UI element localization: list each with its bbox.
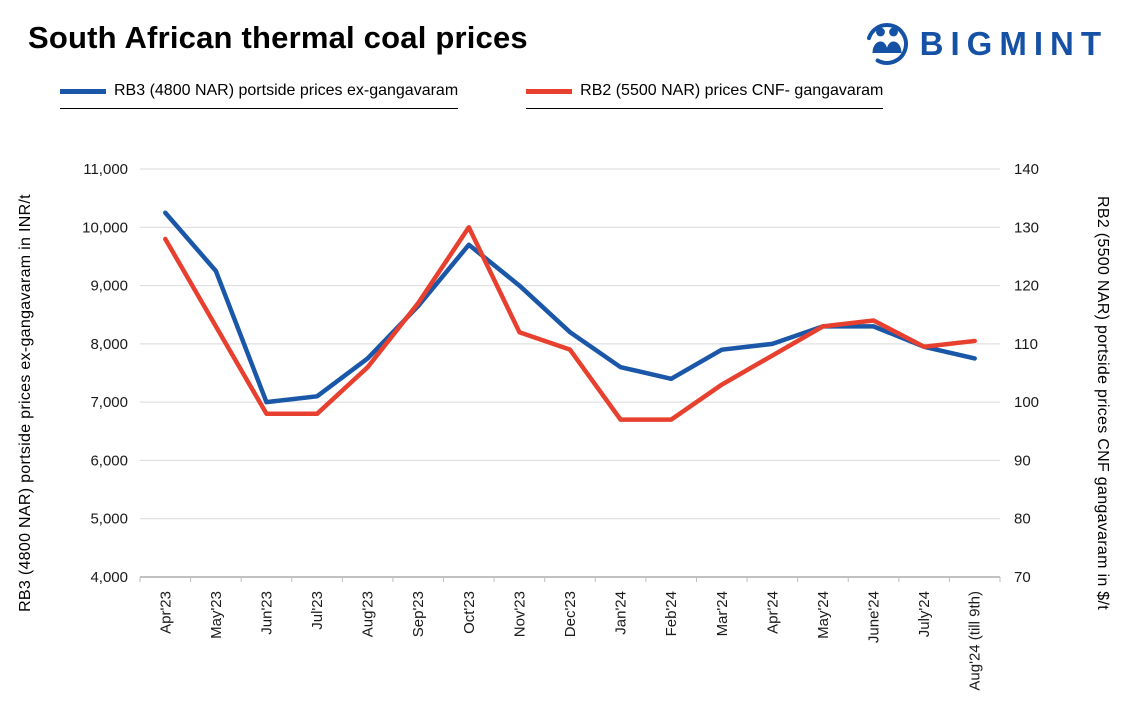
x-axis-tick-label: June'24: [866, 591, 883, 643]
x-axis-tick-label: May'24: [815, 591, 832, 639]
legend-item-rb3: RB3 (4800 NAR) portside prices ex-gangav…: [60, 82, 459, 109]
x-axis-tick-label: Jan'24: [613, 591, 630, 635]
right-axis-tick-label: 70: [1014, 569, 1031, 586]
legend-label-rb2: RB2 (5500 NAR) prices CNF- gangavaram: [580, 82, 884, 99]
left-axis-tick-label: 6,000: [90, 452, 128, 469]
right-axis-title: RB2 (5500 NAR) portside prices CNF ganga…: [1094, 196, 1111, 610]
right-axis-tick-label: 120: [1014, 278, 1039, 295]
bigmint-logo-text: BIGMINT: [919, 24, 1108, 62]
x-axis-tick-label: Apr'23: [157, 591, 174, 634]
series-line-1: [163, 225, 977, 422]
right-axis-tick-label: 130: [1014, 219, 1039, 236]
left-axis-tick-label: 5,000: [90, 511, 128, 528]
left-axis-tick-label: 4,000: [90, 569, 128, 586]
left-axis-title: RB3 (4800 NAR) portside prices ex-gangav…: [17, 194, 34, 612]
left-axis-tick-label: 10,000: [82, 219, 128, 236]
x-axis-tick-label: Nov'23: [511, 591, 528, 637]
legend-swatch-rb3: [60, 88, 106, 94]
page-title: South African thermal coal prices: [28, 20, 528, 55]
left-axis-tick-label: 7,000: [90, 394, 128, 411]
header: South African thermal coal prices BIGMIN…: [0, 0, 1124, 66]
right-axis-tick-label: 90: [1014, 452, 1031, 469]
bigmint-logo: BIGMINT: [864, 20, 1108, 66]
right-axis-tick-label: 140: [1014, 161, 1039, 178]
x-axis-tick-label: Aug'24 (till 9th): [967, 591, 984, 691]
x-axis-tick-label: Jun'23: [258, 591, 275, 635]
x-axis-tick-label: Oct'23: [461, 591, 478, 634]
x-axis-tick-label: Mar'24: [714, 591, 731, 636]
right-axis-tick-label: 110: [1014, 336, 1038, 353]
left-axis-tick-label: 11,000: [83, 161, 128, 178]
x-axis-tick-label: July'24: [916, 591, 933, 637]
right-axis-tick-label: 100: [1014, 394, 1039, 411]
price-chart: 4,000 5,000 6,000 7,000 8,000 9,000 10,000 11,0…: [17, 161, 1111, 691]
x-axis-tick-label: Aug'23: [360, 591, 377, 637]
bigmint-logo-icon: [865, 22, 908, 65]
x-axis-tick-label: May'23: [208, 591, 225, 639]
x-axis-tick-label: Sep'23: [410, 591, 427, 637]
legend-label-rb3: RB3 (4800 NAR) portside prices ex-gangav…: [114, 82, 459, 99]
x-axis-tick-label: Dec'23: [562, 591, 579, 637]
right-axis-tick-label: 80: [1014, 511, 1031, 528]
chart-legend: RB3 (4800 NAR) portside prices ex-gangav…: [60, 82, 1124, 109]
left-axis-tick-label: 8,000: [90, 336, 128, 353]
x-axis-tick-label: Feb'24: [663, 591, 680, 636]
x-axis-tick-label: Jul'23: [309, 591, 326, 630]
x-axis-tick-label: Apr'24: [764, 591, 781, 634]
legend-swatch-rb2: [526, 88, 573, 94]
series-line-0: [163, 210, 977, 405]
legend-item-rb2: RB2 (5500 NAR) prices CNF- gangavaram: [526, 82, 884, 109]
left-axis-tick-label: 9,000: [90, 278, 128, 295]
